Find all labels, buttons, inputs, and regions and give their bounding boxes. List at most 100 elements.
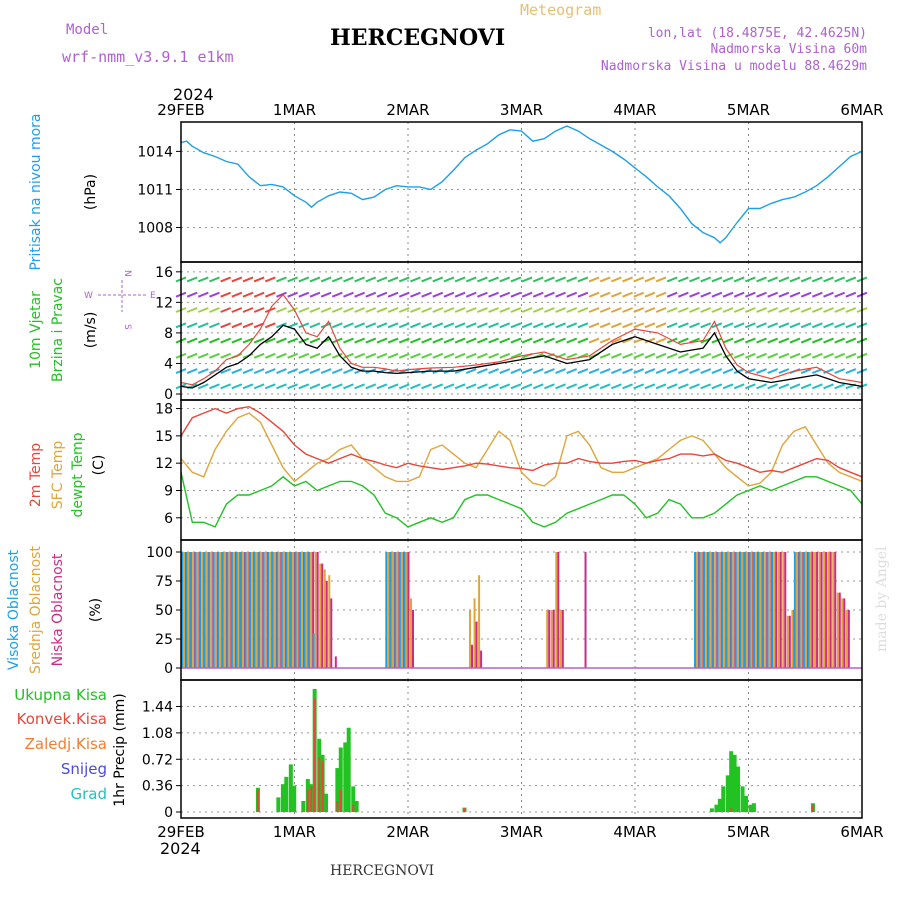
- wind-arrow: [700, 276, 712, 283]
- cloud-bar-high: [194, 552, 197, 668]
- wind-arrow: [577, 291, 589, 298]
- precip-total-bar: [276, 797, 281, 812]
- cloud-bar-mid: [251, 552, 254, 668]
- cloud-bar-high: [258, 552, 261, 668]
- wind-arrow: [733, 337, 745, 344]
- precip-total-bar: [301, 801, 306, 812]
- wind-arrow: [778, 337, 790, 344]
- wind-arrow: [209, 291, 220, 298]
- precip-conv-bar: [352, 804, 355, 812]
- wind-arrow: [800, 307, 812, 313]
- cloud-bar-mid: [387, 552, 390, 668]
- cloud-bar-mid: [800, 552, 803, 668]
- precip-total-bar: [280, 784, 285, 812]
- cloud-bar-high: [802, 552, 805, 668]
- cloud-bar-high: [725, 552, 728, 668]
- cloud-bar-low: [316, 552, 319, 668]
- wind-arrow: [544, 276, 555, 283]
- wind-arrow: [443, 337, 455, 344]
- cloud-bar-mid: [786, 615, 789, 668]
- cloud-bar-mid: [405, 552, 408, 668]
- wind-arrow: [410, 291, 421, 298]
- cloud-bar-mid: [473, 598, 476, 668]
- wind-arrow: [454, 383, 466, 390]
- cloud-bar-mid: [205, 552, 208, 668]
- wind-arrow: [331, 322, 343, 329]
- date-label-top: 3MAR: [500, 101, 543, 119]
- cloud-bar-mid: [832, 552, 835, 668]
- wind-arrow: [744, 291, 756, 298]
- wind-arrow: [242, 368, 254, 375]
- wind-arrow: [488, 337, 499, 344]
- cloud-bar-high: [203, 552, 206, 668]
- panel-frame: [180, 121, 863, 263]
- wind-arrow: [421, 322, 432, 329]
- wind-arrow: [253, 352, 265, 359]
- wind-arrow: [622, 352, 633, 359]
- cloud-bar-mid: [232, 552, 235, 668]
- cloud-bar-mid: [714, 552, 717, 668]
- year-bottom: 2024: [160, 839, 201, 858]
- wind-arrow: [666, 383, 678, 390]
- date-label-bottom: 4MAR: [613, 823, 656, 841]
- cloud-bar-high: [762, 552, 765, 668]
- wind-arrow: [644, 307, 656, 313]
- cloud-bar-mid: [196, 552, 199, 668]
- wind-arrow: [555, 276, 566, 283]
- wind-arrow: [320, 383, 332, 390]
- date-label-bottom: 29FEB: [157, 823, 204, 841]
- wind-arrow: [510, 307, 522, 313]
- wind-arrow: [644, 337, 656, 344]
- wind-arrow: [767, 383, 779, 390]
- cloud-bar-low: [788, 615, 791, 668]
- wind-arrow: [834, 383, 846, 390]
- wind-arrow: [588, 276, 600, 283]
- wind-arrow: [454, 276, 466, 283]
- wind-arrow: [465, 383, 477, 390]
- wind-arrow: [331, 307, 343, 313]
- wind-arrow: [443, 383, 455, 390]
- wind-arrow: [343, 291, 354, 298]
- precip-total-bar: [343, 742, 348, 812]
- cloud-bar-mid: [314, 552, 317, 668]
- cloud-bar-mid: [827, 552, 830, 668]
- precip-total-bar: [725, 775, 730, 812]
- cloud-bar-mid: [736, 552, 739, 668]
- cloud-bar-low: [480, 650, 483, 668]
- wind-arrow: [398, 291, 410, 298]
- cloud-bar-mid: [192, 552, 195, 668]
- wind-arrow: [599, 368, 611, 375]
- y-tick-label: 6: [164, 511, 173, 527]
- cloud-bar-mid: [732, 552, 735, 668]
- precip-total-bar: [284, 776, 289, 812]
- elevation-text: Nadmorska Visina 60m: [710, 42, 867, 57]
- wind-arrow: [689, 307, 700, 313]
- wind-arrow: [309, 276, 321, 283]
- wind-arrow: [264, 368, 276, 375]
- wind-arrow: [611, 337, 622, 344]
- wind-arrow: [622, 276, 633, 283]
- wind-arrow: [789, 383, 801, 390]
- wind-arrow: [622, 291, 633, 298]
- wind-arrow: [622, 337, 633, 344]
- cloud-bar-mid: [210, 552, 213, 668]
- cloud-bar-mid: [759, 552, 762, 668]
- cloud-bar-mid: [823, 552, 826, 668]
- wind-arrow: [644, 322, 656, 329]
- wind-arrow: [320, 276, 332, 283]
- wind-arrow: [209, 383, 220, 390]
- wind-arrow: [555, 322, 566, 329]
- cloud-bar-high: [221, 552, 224, 668]
- wind-arrow: [733, 322, 745, 329]
- wind-arrow: [220, 291, 232, 298]
- wind-arrow: [488, 322, 499, 329]
- wind-arrow: [678, 337, 689, 344]
- wind-arrow: [544, 307, 555, 313]
- wind-arrow: [644, 368, 656, 375]
- wind-arrow: [566, 322, 578, 329]
- cloud-bar-high: [398, 552, 401, 668]
- panel-label: 1hr Precip (mm): [112, 693, 128, 806]
- wind-arrow: [756, 368, 767, 375]
- wind-arrow: [555, 337, 566, 344]
- wind-arrow: [633, 276, 645, 283]
